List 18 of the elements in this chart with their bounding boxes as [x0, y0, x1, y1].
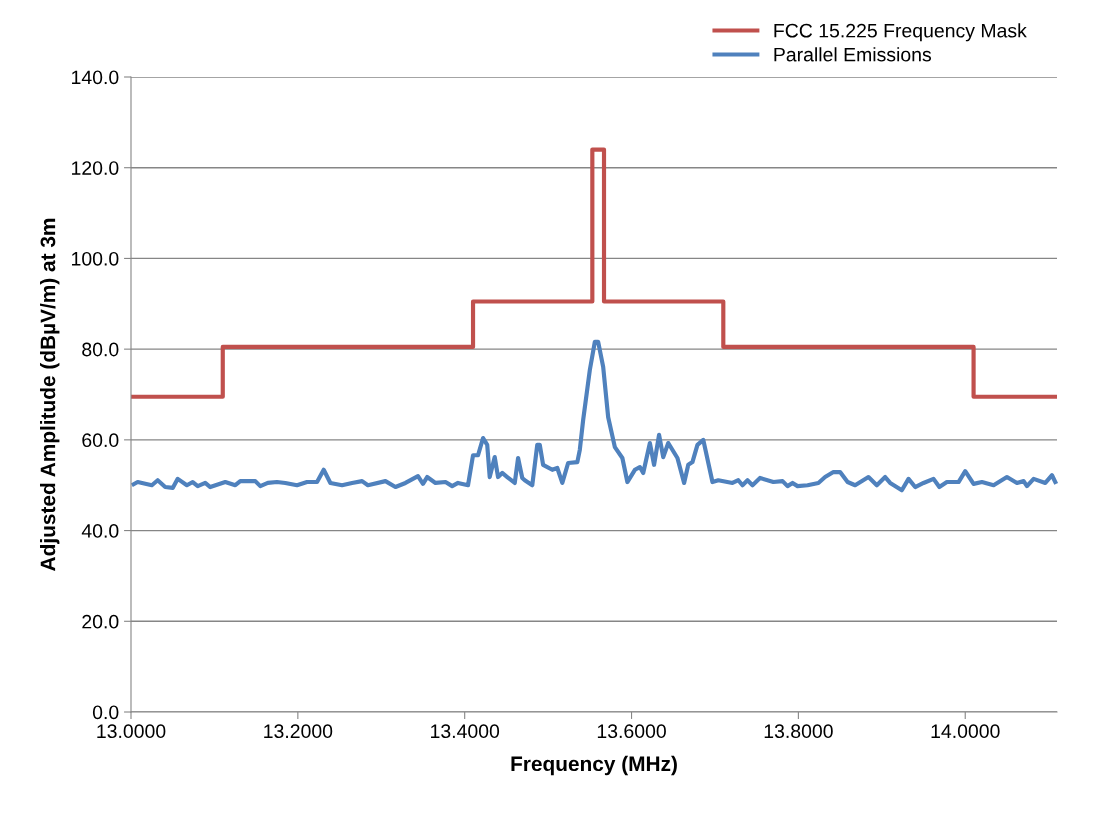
y-tick-label: 80.0: [82, 342, 119, 357]
x-axis-title: Frequency (MHz): [511, 755, 677, 776]
x-tick-label: 13.4000: [431, 724, 500, 739]
y-axis-title: Adjusted Amplitude (dBµV/m) at 3m: [40, 218, 60, 571]
y-tick-label: 60.0: [82, 433, 119, 448]
y-tick-label: 140.0: [72, 70, 119, 85]
y-tick-label: 20.0: [82, 614, 119, 629]
y-tick-label: 40.0: [81, 524, 119, 538]
x-tick-label: 13.8000: [764, 724, 833, 739]
x-tick-label: 13.0000: [97, 724, 166, 739]
x-tick-label: 13.2000: [264, 724, 333, 739]
legend-label: Parallel Emissions: [774, 47, 932, 62]
x-tick-label: 13.6000: [597, 724, 666, 739]
y-tick-label: 120.0: [72, 161, 119, 175]
legend-label: FCC 15.225 Frequency Mask: [774, 23, 1027, 42]
y-tick-label: 0.0: [92, 705, 119, 720]
y-tick-label: 100.0: [72, 251, 119, 266]
x-tick-label: 14.0000: [931, 724, 1000, 739]
